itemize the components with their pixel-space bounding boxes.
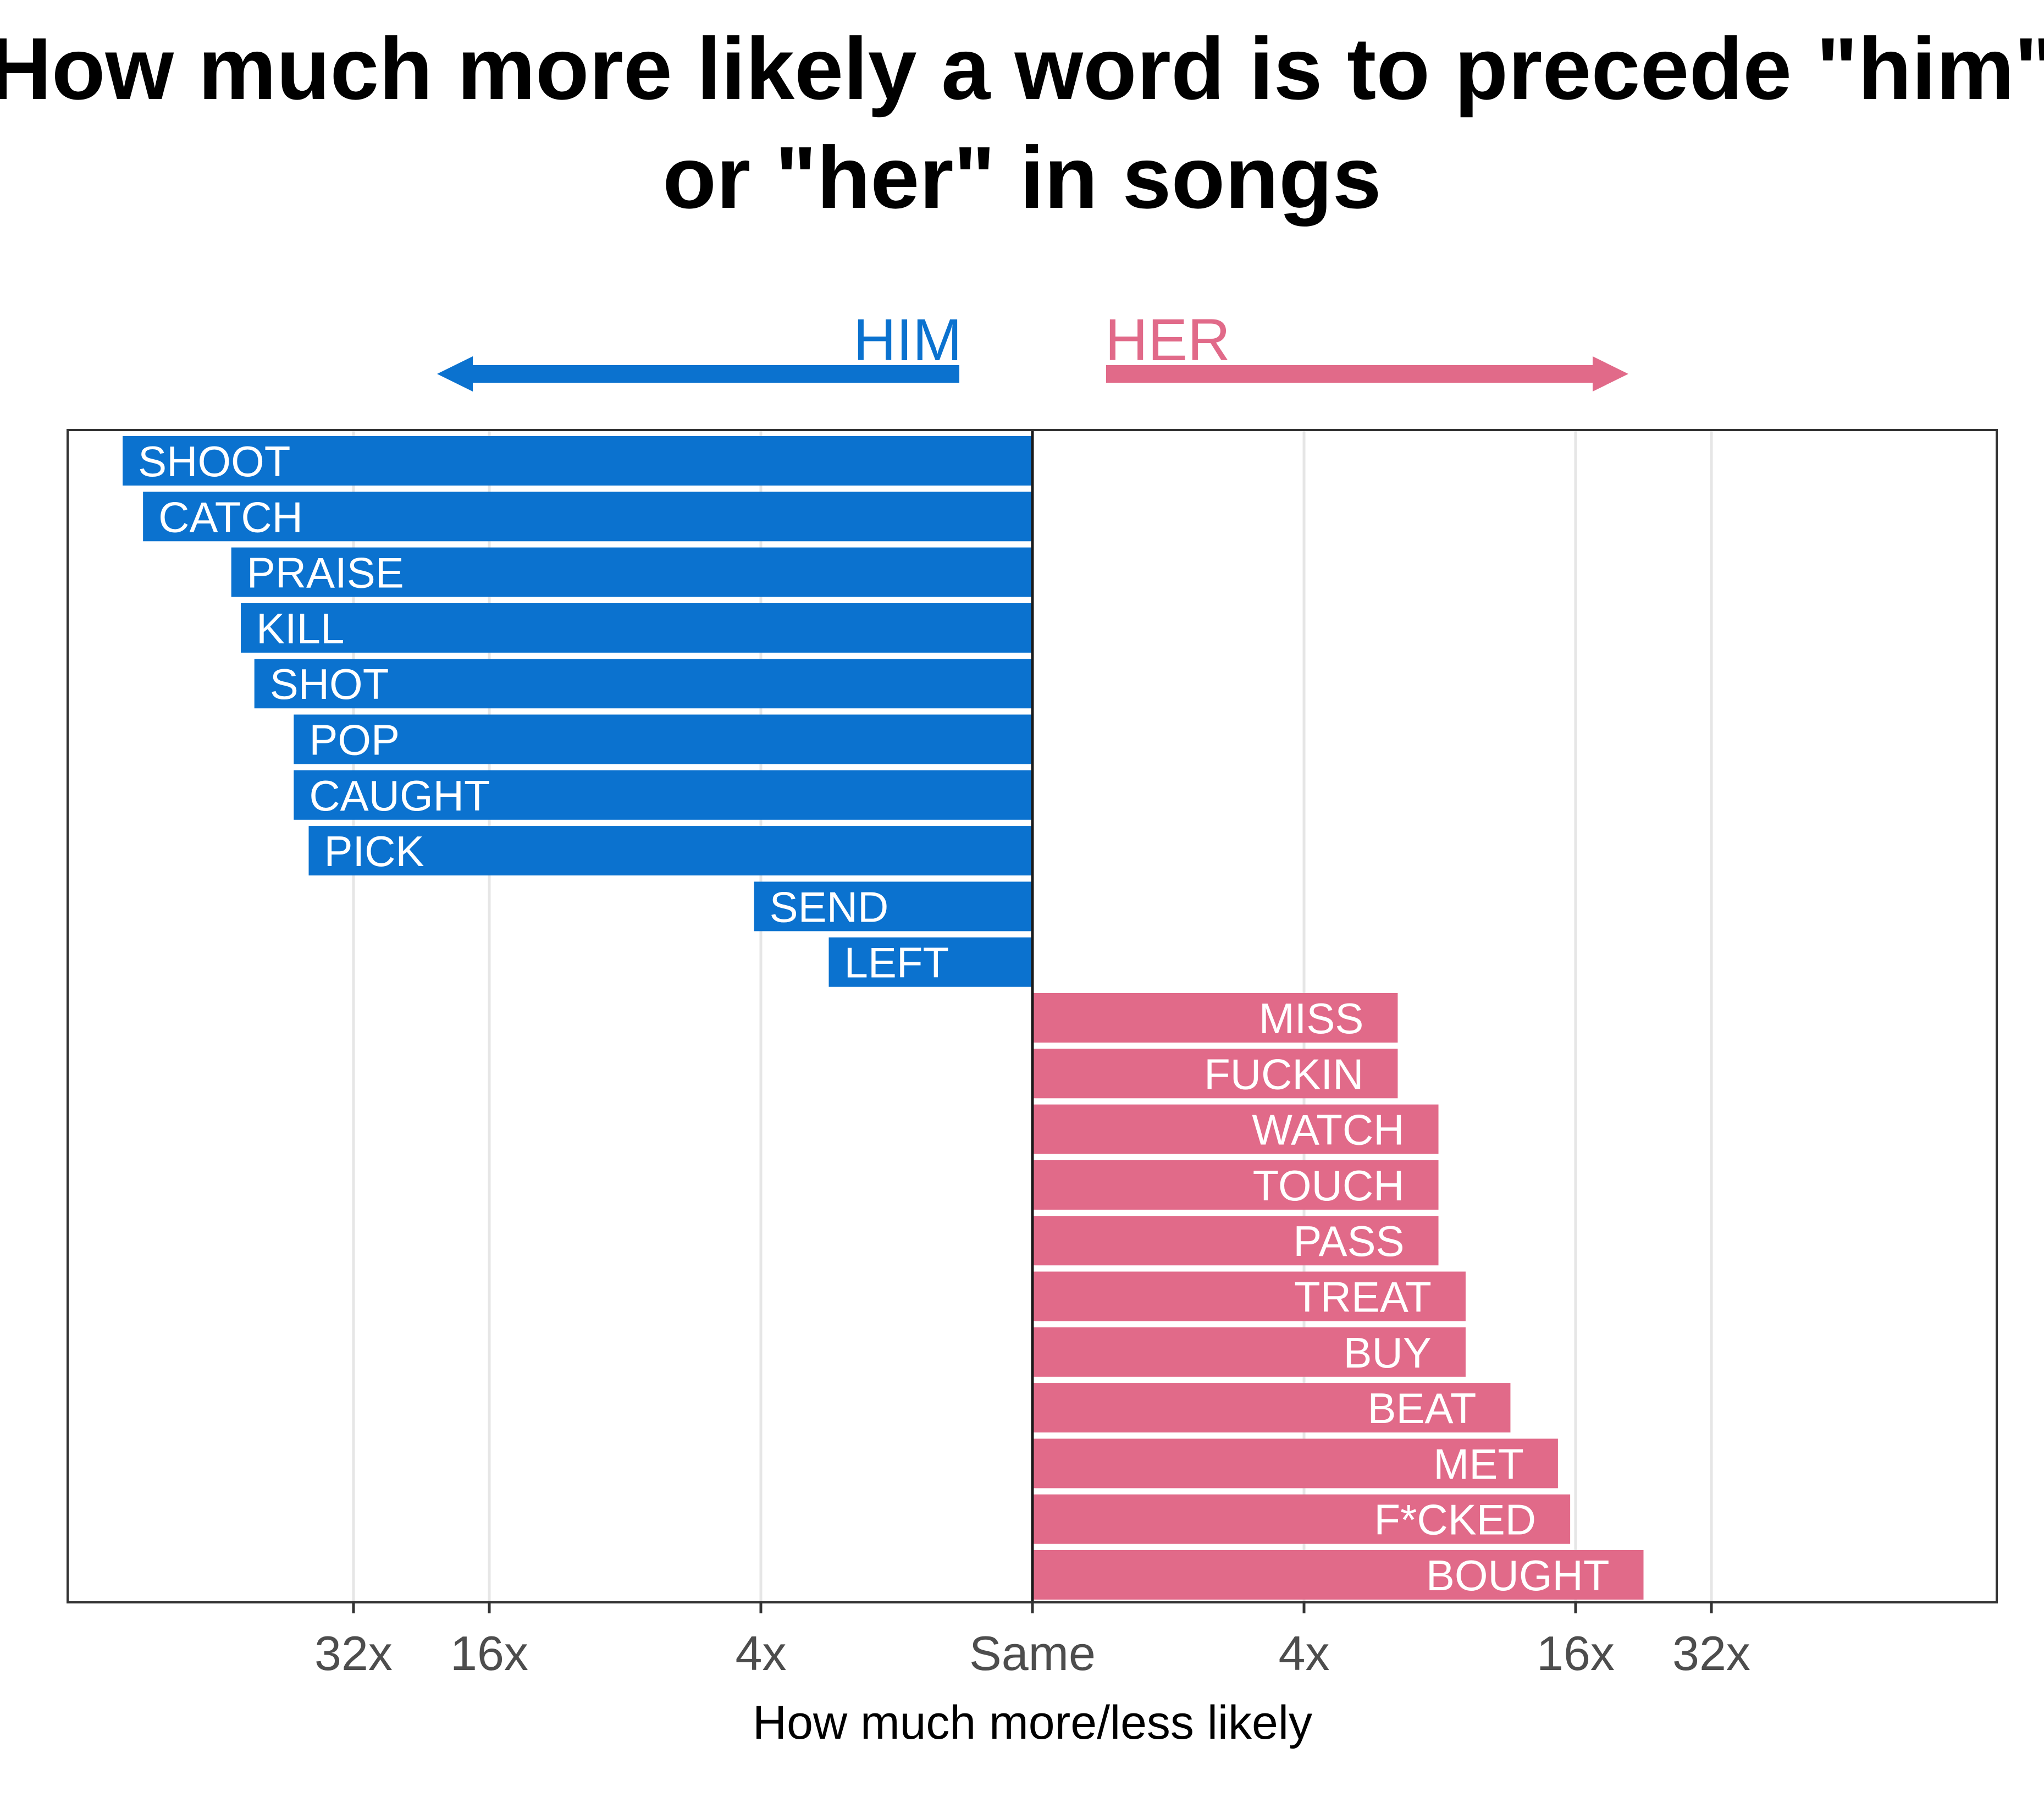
bar-pick <box>308 826 1032 876</box>
bar-label: TREAT <box>1294 1273 1432 1321</box>
bar-label: SHOOT <box>138 437 290 486</box>
x-tick-label: 16x <box>450 1626 528 1680</box>
bar-label: TOUCH <box>1253 1161 1405 1210</box>
bar-label: PICK <box>324 827 424 875</box>
bar-watch <box>1032 1104 1439 1154</box>
x-axis: 32x 16x 4x Same 4x 16x 32x <box>314 1602 1750 1680</box>
bar-kill <box>240 603 1032 653</box>
bar-catch <box>143 492 1032 542</box>
bar-label: FUCKIN <box>1204 1050 1363 1098</box>
bar-label: BEAT <box>1368 1384 1477 1432</box>
bar-labels: SHOOT CATCH PRAISE KILL SHOT POP CAUGHT PICK SEN… <box>138 437 1609 1600</box>
chart-title-line-1: How much more likely a word is to preced… <box>0 19 2044 118</box>
bar-pop <box>294 714 1032 764</box>
bar-pass <box>1032 1216 1439 1266</box>
bar-label: MISS <box>1259 994 1364 1043</box>
legend-him-arrow <box>437 356 959 392</box>
bar-buy <box>1032 1327 1466 1377</box>
x-tick-label: 32x <box>314 1626 393 1680</box>
bar-label: SHOT <box>270 660 389 708</box>
direction-legend: HIM HER <box>437 306 1628 392</box>
legend-her-arrow <box>1106 356 1628 392</box>
bar-praise <box>231 547 1033 597</box>
bar-caught <box>294 770 1032 820</box>
x-axis-title: How much more/less likely <box>753 1696 1312 1749</box>
bars <box>123 436 1644 1600</box>
bar-beat <box>1032 1383 1511 1433</box>
bar-label: LEFT <box>844 939 949 987</box>
bar-label: F*CKED <box>1374 1496 1536 1544</box>
legend-her-label: HER <box>1105 306 1230 373</box>
bar-met <box>1032 1438 1558 1489</box>
bar-send <box>754 881 1032 931</box>
x-tick-label: 32x <box>1672 1626 1750 1680</box>
bar-label: PRAISE <box>247 549 404 597</box>
bar-treat <box>1032 1271 1466 1321</box>
bar-label: CATCH <box>158 493 303 541</box>
bar-f-cked <box>1032 1494 1571 1544</box>
x-tick-label: 4x <box>1279 1626 1330 1680</box>
chart-title-line-2: or "her" in songs <box>662 128 1381 227</box>
bar-label: SEND <box>770 883 889 931</box>
x-tick-label: Same <box>969 1626 1096 1680</box>
x-tick-label: 16x <box>1537 1626 1615 1680</box>
bar-shoot <box>123 436 1033 486</box>
bar-label: POP <box>309 716 400 764</box>
bar-left <box>828 937 1032 987</box>
bar-label: PASS <box>1293 1217 1404 1265</box>
bar-shot <box>254 659 1033 709</box>
chart-title: How much more likely a word is to preced… <box>0 19 2044 227</box>
bar-bought <box>1032 1550 1644 1600</box>
bar-fuckin <box>1032 1049 1398 1099</box>
plot-frame <box>67 429 1998 1603</box>
x-tick-label: 4x <box>736 1626 787 1680</box>
bar-label: WATCH <box>1252 1106 1404 1154</box>
bar-touch <box>1032 1160 1439 1210</box>
bar-label: MET <box>1433 1440 1524 1488</box>
bar-miss <box>1032 993 1398 1043</box>
bar-label: BUY <box>1344 1329 1432 1377</box>
bar-label: BOUGHT <box>1426 1551 1610 1600</box>
bar-label: CAUGHT <box>309 771 490 820</box>
bar-label: KILL <box>256 604 344 653</box>
legend-him-label: HIM <box>853 306 962 373</box>
